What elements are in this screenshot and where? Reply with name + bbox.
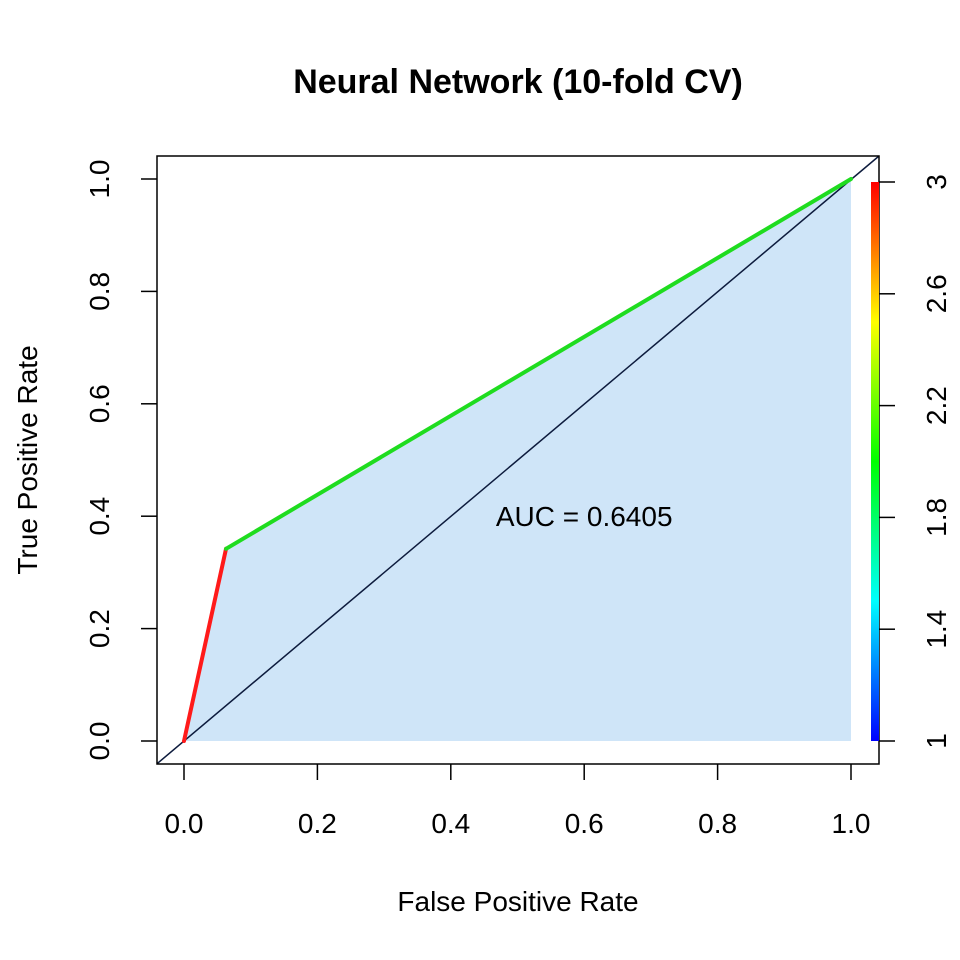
- colorbar-tick-label: 1.4: [921, 610, 952, 649]
- x-axis-label: False Positive Rate: [397, 886, 638, 917]
- colorbar-tick-label: 2.6: [921, 274, 952, 313]
- y-axis-label: True Positive Rate: [12, 345, 43, 574]
- x-tick-label: 0.0: [165, 808, 204, 839]
- colorbar-tick-label: 1: [921, 733, 952, 749]
- y-tick-label: 0.0: [84, 722, 115, 761]
- y-tick-label: 1.0: [84, 160, 115, 199]
- colorbar-tick-label: 2.2: [921, 386, 952, 425]
- roc-segment-2: [224, 177, 853, 551]
- diagonal-line: [156, 155, 880, 765]
- colorbar-tick-label: 1.8: [921, 498, 952, 537]
- x-tick-label: 0.4: [431, 808, 470, 839]
- x-tick-label: 0.2: [298, 808, 337, 839]
- y-tick-label: 0.6: [84, 384, 115, 423]
- x-tick-label: 1.0: [832, 808, 871, 839]
- colorbar-tick-label: 3: [921, 174, 952, 190]
- chart-title: Neural Network (10-fold CV): [293, 63, 743, 101]
- auc-annotation: AUC = 0.6405: [496, 501, 673, 532]
- x-tick-label: 0.6: [565, 808, 604, 839]
- x-tick-label: 0.8: [698, 808, 737, 839]
- y-tick-label: 0.2: [84, 609, 115, 648]
- y-tick-label: 0.8: [84, 272, 115, 311]
- plot-layer: 0.0 0.2 0.4 0.6 0.8 1.0 0.0 0.2 0.4 0.6 0.8 1.0 AUC …: [84, 155, 952, 839]
- y-tick-label: 0.4: [84, 497, 115, 536]
- colorbar: [871, 182, 879, 741]
- roc-segment-1: [182, 546, 229, 743]
